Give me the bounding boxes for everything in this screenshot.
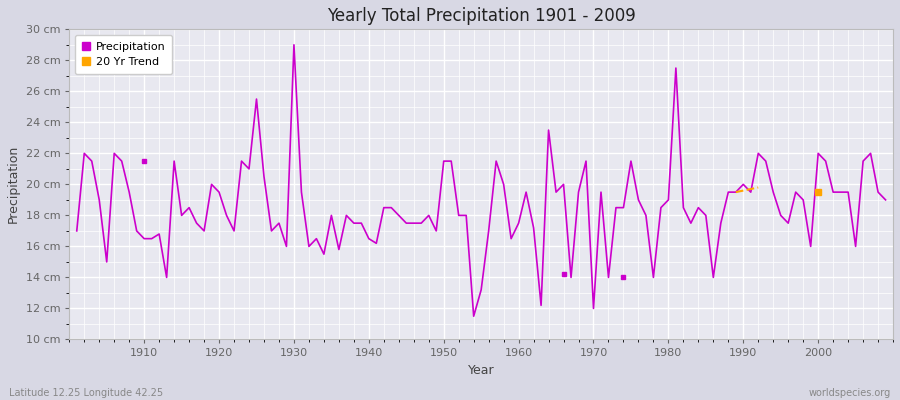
Title: Yearly Total Precipitation 1901 - 2009: Yearly Total Precipitation 1901 - 2009 (327, 7, 635, 25)
Y-axis label: Precipitation: Precipitation (7, 145, 20, 224)
Text: worldspecies.org: worldspecies.org (809, 388, 891, 398)
Text: Latitude 12.25 Longitude 42.25: Latitude 12.25 Longitude 42.25 (9, 388, 163, 398)
Legend: Precipitation, 20 Yr Trend: Precipitation, 20 Yr Trend (75, 35, 173, 74)
X-axis label: Year: Year (468, 364, 494, 377)
